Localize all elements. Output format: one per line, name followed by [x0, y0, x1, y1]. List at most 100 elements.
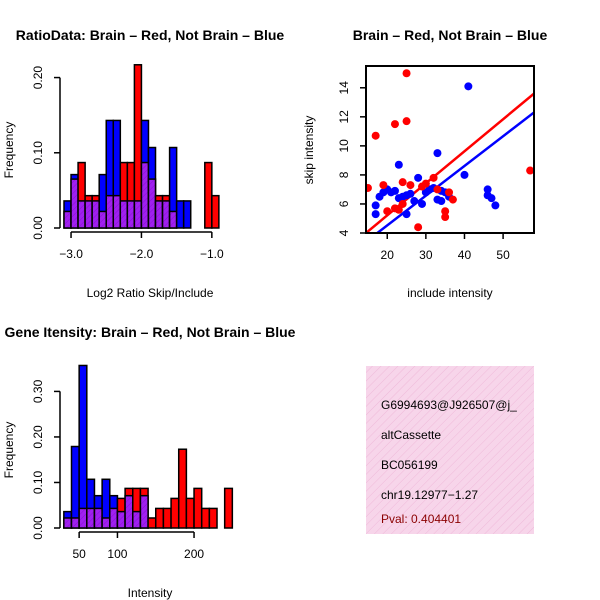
x-tick-label: −3.0: [59, 247, 83, 261]
intensity-histogram-bars: [63, 364, 234, 529]
y-tick-label: 0.10: [31, 470, 45, 494]
scatter-point-not-brain: [487, 194, 496, 203]
histogram-bar-overlap: [116, 510, 126, 529]
fit-line-brain: [366, 92, 534, 233]
scatter-point-not-brain: [371, 210, 380, 219]
scatter-point-not-brain: [491, 201, 500, 210]
ratio-histogram-title: RatioData: Brain – Red, Not Brain – Blue: [16, 27, 285, 43]
scatter-point-brain: [402, 69, 411, 78]
scatter-point-brain: [441, 213, 450, 222]
scatter-point-brain: [429, 173, 438, 182]
y-tick-label: 14: [337, 81, 351, 95]
y-tick-label: 10: [337, 139, 351, 153]
scatter-point-brain: [383, 207, 392, 216]
histogram-bar-not-brain: [175, 200, 185, 229]
scatter-panel: Brain – Red, Not Brain – Blue 20 30 40 50 4 6…: [302, 27, 547, 300]
scatter-point-not-brain: [464, 82, 473, 91]
y-tick-label: 12: [337, 110, 351, 124]
scatter-point-not-brain: [483, 185, 492, 194]
histogram-bar-overlap: [119, 200, 129, 229]
histogram-bar-overlap: [154, 200, 164, 229]
x-tick-label: −1.0: [200, 247, 224, 261]
x-tick-label: 100: [107, 547, 127, 561]
histogram-bar-overlap: [161, 200, 171, 229]
ratio-histogram-bars: [63, 64, 220, 229]
histogram-bar-overlap: [168, 210, 178, 229]
histogram-bar-overlap: [112, 194, 122, 229]
intensity-histogram-axes: 0.00 0.10 0.20 0.30 50 100 200: [31, 379, 204, 561]
y-tick-label: 4: [337, 229, 351, 236]
histogram-bar-brain: [177, 448, 188, 529]
histogram-bar-brain: [162, 507, 172, 529]
y-tick-label: 0.00: [31, 216, 45, 240]
scatter-point-brain: [421, 179, 430, 188]
y-tick-label: 0.00: [31, 516, 45, 540]
histogram-bar-overlap: [105, 194, 115, 229]
scatter-point-not-brain: [371, 201, 380, 210]
scatter-point-brain: [414, 223, 423, 232]
histogram-bar-overlap: [98, 210, 107, 229]
scatter-point-not-brain: [410, 197, 419, 206]
histogram-bar-not-brain: [78, 364, 88, 529]
scatter-point-not-brain: [394, 160, 403, 169]
scatter-plot: 20 30 40 50 4 6 8 10 12 14: [337, 65, 535, 262]
histogram-bar-brain: [211, 194, 220, 229]
histogram-bar-brain: [185, 497, 195, 529]
histogram-bar-overlap: [126, 200, 136, 229]
histogram-bar-overlap: [78, 507, 88, 529]
info-pval: Pval: 0.404401: [381, 512, 461, 526]
scatter-point-brain: [390, 120, 399, 129]
histogram-bar-overlap: [147, 178, 157, 229]
histogram-bar-overlap: [86, 507, 96, 529]
scatter-point-not-brain: [414, 173, 423, 182]
scatter-point-brain: [379, 181, 388, 190]
info-accession: BC056199: [381, 458, 438, 472]
scatter-frame: [365, 65, 535, 234]
scatter-point-brain: [448, 195, 457, 204]
histogram-bar-overlap: [133, 200, 143, 229]
y-tick-label: 0.20: [31, 66, 45, 90]
scatter-ylabel: skip intensity: [302, 116, 316, 185]
scatter-title: Brain – Red, Not Brain – Blue: [353, 27, 548, 43]
intensity-histogram-xlabel: Intensity: [128, 586, 173, 600]
histogram-bar-not-brain: [70, 445, 80, 529]
info-event-type: altCassette: [381, 428, 441, 442]
histogram-bar-brain: [204, 161, 213, 229]
scatter-point-brain: [371, 131, 380, 140]
x-tick-label: 20: [381, 248, 395, 262]
x-tick-label: 50: [72, 547, 86, 561]
histogram-bar-brain: [154, 507, 165, 529]
intensity-histogram-title: Gene Itensity: Brain – Red, Not Brain – …: [5, 324, 296, 340]
histogram-bar-brain: [193, 487, 203, 529]
histogram-bar-overlap: [124, 494, 134, 529]
scatter-point-not-brain: [390, 186, 399, 195]
scatter-point-brain: [526, 166, 534, 175]
histogram-bar-brain: [170, 497, 180, 529]
histogram-bar-overlap: [93, 507, 103, 529]
histogram-bar-overlap: [109, 507, 119, 529]
histogram-bar-overlap: [139, 494, 149, 529]
info-panel: G6994693@J926507@j_ altCassette BC056199…: [366, 366, 534, 534]
info-gene-id: G6994693@J926507@j_: [381, 398, 517, 412]
scatter-point-brain: [398, 199, 407, 208]
histogram-bar-overlap: [140, 161, 150, 229]
x-tick-label: 50: [496, 248, 510, 262]
scatter-point-brain: [398, 178, 407, 187]
scatter-point-brain: [394, 205, 403, 214]
histogram-bar-overlap: [77, 200, 86, 229]
x-tick-label: 30: [419, 248, 433, 262]
ratio-histogram-ylabel: Frequency: [2, 122, 16, 179]
scatter-point-not-brain: [460, 170, 469, 179]
histogram-bar-overlap: [63, 517, 73, 529]
histogram-bar-brain: [200, 507, 211, 529]
histogram-bar-not-brain: [182, 200, 192, 229]
histogram-bar-overlap: [70, 517, 80, 529]
scatter-plot-area: [366, 69, 534, 233]
scatter-point-brain: [441, 207, 450, 216]
histogram-bar-brain: [208, 507, 218, 529]
scatter-point-brain: [406, 181, 415, 190]
y-tick-label: 0.10: [31, 141, 45, 165]
histogram-bar-overlap: [70, 178, 79, 229]
scatter-point-not-brain: [418, 199, 426, 208]
ratio-histogram-axes: 0.00 0.10 0.20 −3.0 −2.0 −1.0: [31, 66, 224, 261]
